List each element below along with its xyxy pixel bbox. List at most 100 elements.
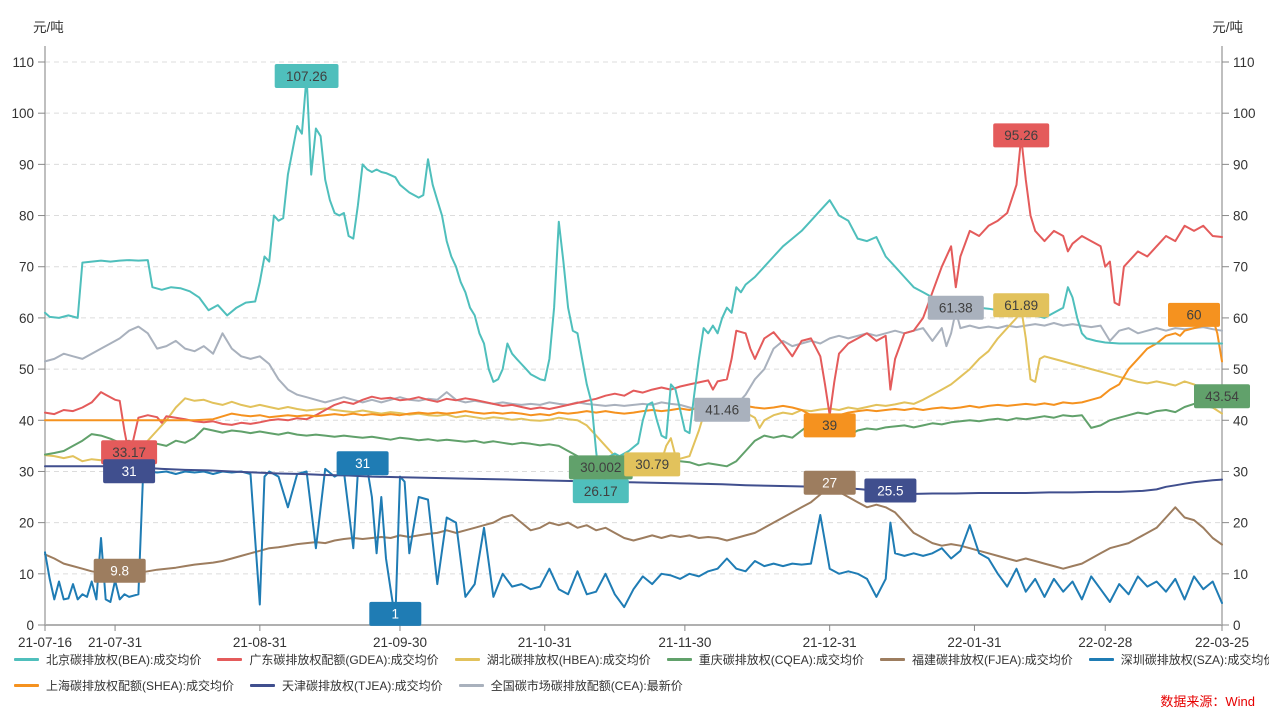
y-tick-label-right: 80 xyxy=(1233,209,1248,224)
y-axis-unit-left: 元/吨 xyxy=(33,20,64,35)
y-tick-label-left: 100 xyxy=(11,106,34,121)
legend-item-HBEA: 湖北碳排放权(HBEA):成交均价 xyxy=(454,651,651,668)
annotation-value-BEA-107.26: 107.26 xyxy=(286,69,327,84)
legend-label-GDEA: 广东碳排放权配额(GDEA):成交均价 xyxy=(249,653,439,667)
annotation-box-BEA-26.17 xyxy=(572,479,629,504)
annotation-value-SHEA-60: 60 xyxy=(1186,308,1201,323)
legend-label-CQEA: 重庆碳排放权(CQEA):成交均价 xyxy=(698,653,865,667)
legend-item-CQEA: 重庆碳排放权(CQEA):成交均价 xyxy=(666,651,865,668)
annotation-value-SHEA-39: 39 xyxy=(822,418,837,433)
series-line-SZA xyxy=(44,465,1223,621)
annotation-box-SHEA-39 xyxy=(803,413,856,438)
y-tick-label-left: 80 xyxy=(19,209,34,224)
data-source-label: 数据来源：Wind xyxy=(1160,694,1255,709)
series-line-BEA xyxy=(44,75,1223,493)
y-tick-label-right: 10 xyxy=(1233,567,1248,582)
legend-marker-CEA xyxy=(458,684,484,687)
y-tick-label-right: 60 xyxy=(1233,311,1248,326)
legend-item-SZA: 深圳碳排放权(SZA):成交均价 xyxy=(1088,651,1269,668)
annotation-value-HBEA-30.79: 30.79 xyxy=(635,457,669,472)
legend-marker-CQEA xyxy=(666,658,692,661)
y-tick-label-right: 0 xyxy=(1233,618,1241,633)
annotation-box-HBEA-61.89 xyxy=(993,293,1050,318)
annotation-value-FJEA-9.8: 9.8 xyxy=(110,564,129,579)
annotation-box-TJEA-25.5 xyxy=(864,478,917,503)
y-tick-label-left: 60 xyxy=(19,311,34,326)
x-tick-label: 22-01-31 xyxy=(947,635,1001,648)
legend-label-CEA: 全国碳市场碳排放配额(CEA):最新价 xyxy=(490,679,683,693)
x-tick-label: 21-12-31 xyxy=(803,635,857,648)
legend-row-2: 上海碳排放权配额(SHEA):成交均价 天津碳排放权(TJEA):成交均价 全国碳市… xyxy=(14,677,1262,694)
x-tick-label: 21-07-16 xyxy=(18,635,72,648)
y-tick-label-right: 70 xyxy=(1233,260,1248,275)
annotation-value-CQEA-43.54: 43.54 xyxy=(1205,389,1239,404)
legend-label-HBEA: 湖北碳排放权(HBEA):成交均价 xyxy=(486,653,651,667)
y-tick-label-left: 50 xyxy=(19,362,34,377)
legend-label-SZA: 深圳碳排放权(SZA):成交均价 xyxy=(1120,653,1269,667)
legend-label-SHEA: 上海碳排放权配额(SHEA):成交均价 xyxy=(46,679,235,693)
x-tick-label: 21-10-31 xyxy=(518,635,572,648)
series-line-CEA xyxy=(44,309,1223,414)
y-tick-label-left: 90 xyxy=(19,157,34,172)
annotation-value-SZA-31: 31 xyxy=(355,456,370,471)
legend-marker-SHEA xyxy=(14,684,39,687)
y-tick-label-left: 20 xyxy=(19,516,34,531)
chart-svg: 0 0 10 10 20 20 30 30 40 40 50 50 60 60 70 70 80 80 90 90 10… xyxy=(11,46,1256,650)
y-tick-label-right: 110 xyxy=(1233,55,1255,70)
annotation-value-HBEA-61.89: 61.89 xyxy=(1004,298,1038,313)
legend-item-BEA: 北京碳排放权(BEA):成交均价 xyxy=(14,651,201,668)
legend-marker-HBEA xyxy=(454,658,480,661)
x-tick-label: 21-07-31 xyxy=(88,635,142,648)
y-tick-label-left: 40 xyxy=(19,413,34,428)
legend-item-TJEA: 天津碳排放权(TJEA):成交均价 xyxy=(250,677,443,694)
annotation-value-CEA-61.38: 61.38 xyxy=(939,301,973,316)
series-line-HBEA xyxy=(44,307,1223,469)
annotation-box-SZA-31 xyxy=(336,451,389,476)
y-axis-unit-right: 元/吨 xyxy=(1212,20,1243,35)
annotation-value-FJEA-27: 27 xyxy=(822,476,837,491)
legend: 北京碳排放权(BEA):成交均价 广东碳排放权配额(GDEA):成交均价 湖北碳排放… xyxy=(14,651,1269,703)
annotation-box-BEA-107.26 xyxy=(274,64,339,88)
y-tick-label-right: 100 xyxy=(1233,106,1256,121)
annotation-box-FJEA-9.8 xyxy=(93,558,146,583)
y-tick-label-left: 110 xyxy=(12,55,34,70)
annotation-value-BEA-26.17: 26.17 xyxy=(584,484,618,499)
legend-item-CEA: 全国碳市场碳排放配额(CEA):最新价 xyxy=(458,677,683,694)
legend-row-1: 北京碳排放权(BEA):成交均价 广东碳排放权配额(GDEA):成交均价 湖北碳排放… xyxy=(14,651,1269,668)
annotation-value-TJEA-25.5: 25.5 xyxy=(877,483,903,498)
annotation-box-TJEA-31 xyxy=(103,459,156,484)
annotation-box-HBEA-30.79 xyxy=(624,452,681,477)
legend-item-FJEA: 福建碳排放权(FJEA):成交均价 xyxy=(880,651,1073,668)
y-tick-label-left: 0 xyxy=(26,618,34,633)
y-tick-label-right: 30 xyxy=(1233,464,1248,479)
annotation-box-CQEA-43.54 xyxy=(1194,384,1250,409)
annotation-value-TJEA-31: 31 xyxy=(122,464,137,479)
x-tick-label: 21-09-30 xyxy=(373,635,427,648)
annotation-value-CEA-41.46: 41.46 xyxy=(705,403,739,418)
y-tick-label-right: 40 xyxy=(1233,413,1248,428)
y-tick-label-right: 90 xyxy=(1233,157,1248,172)
series-line-GDEA xyxy=(44,136,1223,457)
annotation-box-CEA-61.38 xyxy=(927,295,984,320)
annotation-box-CQEA-30.002 xyxy=(568,455,633,480)
legend-label-BEA: 北京碳排放权(BEA):成交均价 xyxy=(46,653,202,667)
x-tick-label: 22-03-25 xyxy=(1195,635,1249,648)
legend-item-GDEA: 广东碳排放权配额(GDEA):成交均价 xyxy=(217,651,439,668)
x-tick-label: 22-02-28 xyxy=(1078,635,1132,648)
annotation-value-GDEA-95.26: 95.26 xyxy=(1004,128,1038,143)
y-tick-label-left: 30 xyxy=(19,464,34,479)
annotation-box-FJEA-27 xyxy=(803,470,856,495)
x-tick-label: 21-11-30 xyxy=(658,635,711,648)
annotation-box-GDEA-95.26 xyxy=(993,123,1050,148)
legend-marker-SZA xyxy=(1088,658,1114,661)
annotation-value-SZA-1: 1 xyxy=(392,607,400,622)
annotation-box-SZA-1 xyxy=(369,601,422,626)
legend-label-TJEA: 天津碳排放权(TJEA):成交均价 xyxy=(282,679,443,693)
annotation-box-CEA-41.46 xyxy=(694,397,751,422)
legend-marker-GDEA xyxy=(217,658,243,661)
legend-marker-BEA xyxy=(14,658,39,661)
y-tick-label-left: 10 xyxy=(19,567,34,582)
series-line-TJEA xyxy=(44,465,1223,496)
legend-marker-FJEA xyxy=(880,658,906,661)
